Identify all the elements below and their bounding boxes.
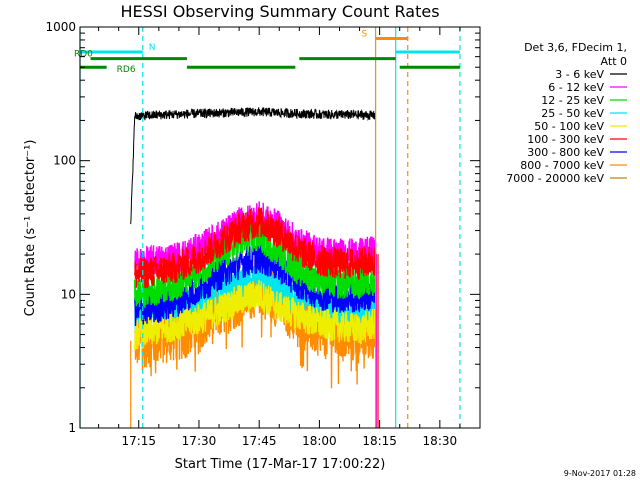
plot-frame [79, 26, 481, 429]
legend-label-7: 800 - 7000 keV [520, 159, 604, 172]
legend-label-0: 3 - 6 keV [555, 68, 604, 81]
legend-label-6: 300 - 800 keV [527, 146, 604, 159]
footer-timestamp: 9-Nov-2017 01:28 [564, 469, 636, 478]
series-line-0 [130, 107, 377, 225]
x-tick-label: 18:15 [362, 434, 397, 448]
legend-label-3: 25 - 50 keV [541, 107, 604, 120]
series-line-4 [134, 280, 377, 351]
x-tick-label: 18:00 [302, 434, 337, 448]
legend-header-0: Det 3,6, FDecim 1, [524, 41, 627, 54]
y-tick-label: 1000 [45, 20, 76, 34]
y-axis-label: Count Rate (s⁻¹ detector⁻¹) [23, 140, 38, 317]
legend-label-2: 12 - 25 keV [541, 94, 604, 107]
flag-label-n: N [149, 43, 156, 53]
series-line-2 [134, 220, 377, 308]
flag-label-s: S [362, 30, 368, 40]
y-tick-label: 100 [53, 154, 76, 168]
x-tick-label: 18:30 [423, 434, 458, 448]
y-tick-label: 10 [61, 287, 76, 301]
legend-header-1: Att 0 [601, 55, 627, 68]
flag-label-rd0: RD0 [74, 50, 93, 60]
axes: 1 10 100 1000 17:15 17:30 17:45 18:00 18:15 18:30 [45, 20, 481, 448]
x-axis-label: Start Time (17-Mar-17 17:00:22) [175, 457, 386, 472]
legend-label-8: 7000 - 20000 keV [506, 172, 604, 185]
flag-label-rd6: RD6 [117, 65, 136, 75]
legend-label-1: 6 - 12 keV [548, 81, 604, 94]
legend-label-4: 50 - 100 keV [534, 120, 604, 133]
chart-title: HESSI Observing Summary Count Rates [120, 2, 439, 21]
series-line-5 [134, 207, 377, 289]
x-tick-label: 17:30 [182, 434, 217, 448]
legend-label-5: 100 - 300 keV [527, 133, 604, 146]
overlays: N RD0 RD6 S [74, 27, 461, 428]
x-tick-label: 17:15 [121, 434, 156, 448]
y-tick-label: 1 [68, 421, 76, 435]
x-tick-label: 17:45 [242, 434, 277, 448]
plot-area [130, 107, 379, 428]
